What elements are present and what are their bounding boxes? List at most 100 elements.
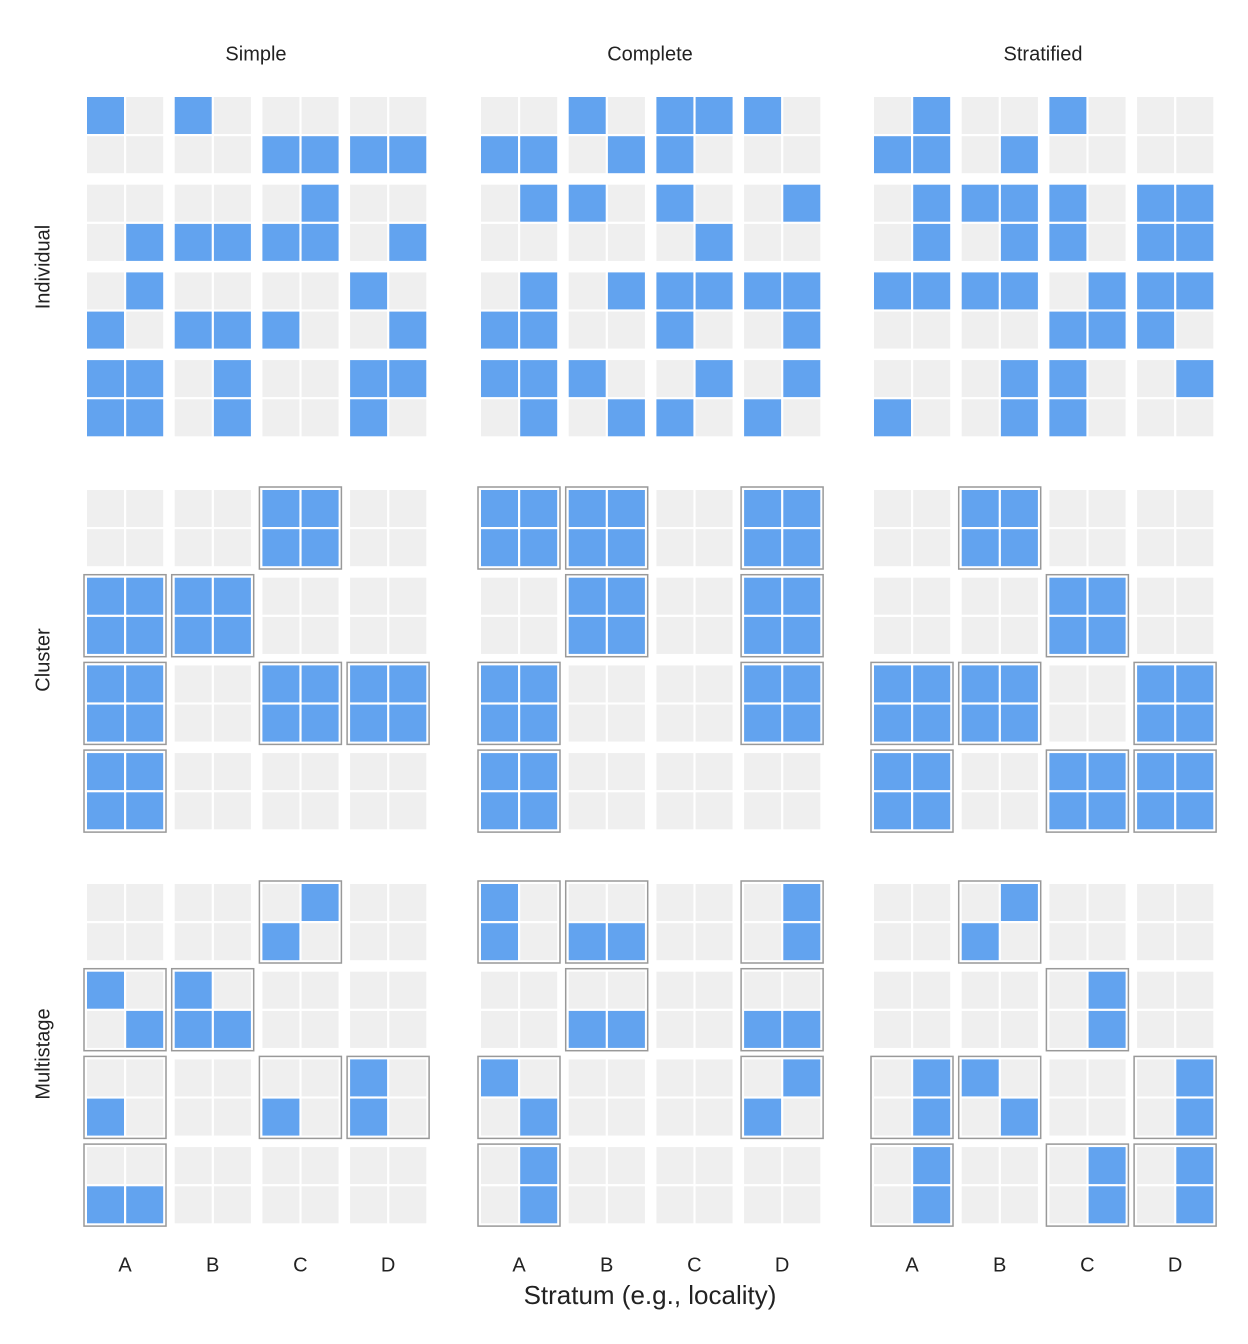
unselected-cell: [744, 223, 782, 261]
selected-cell: [913, 704, 951, 742]
unselected-cell: [481, 971, 518, 1009]
unselected-cell: [481, 184, 518, 222]
unselected-cell: [874, 223, 911, 261]
selected-cell: [1049, 184, 1087, 222]
unselected-cell: [783, 223, 821, 261]
unselected-cell: [520, 971, 558, 1009]
column-header: Complete: [607, 43, 693, 65]
selected-cell: [481, 529, 518, 567]
column-header: Simple: [225, 43, 286, 65]
unselected-cell: [389, 884, 427, 921]
unselected-cell: [350, 616, 388, 654]
unselected-cell: [520, 223, 558, 261]
unselected-cell: [1176, 311, 1214, 349]
selected-cell: [1137, 665, 1175, 703]
selected-cell: [213, 223, 251, 261]
unselected-cell: [389, 490, 427, 527]
unselected-cell: [174, 792, 212, 830]
selected-cell: [262, 665, 300, 703]
selected-cell: [350, 272, 388, 310]
unselected-cell: [874, 616, 911, 654]
unselected-cell: [389, 792, 427, 830]
unselected-cell: [174, 360, 212, 398]
selected-cell: [520, 490, 558, 527]
unselected-cell: [695, 971, 733, 1009]
selected-cell: [607, 529, 645, 567]
unselected-cell: [695, 665, 733, 703]
unselected-cell: [568, 971, 606, 1009]
unselected-cell: [744, 1147, 782, 1185]
unselected-cell: [656, 223, 694, 261]
unselected-cell: [213, 792, 251, 830]
unselected-cell: [350, 884, 388, 921]
selected-cell: [126, 792, 164, 830]
selected-cell: [1088, 1186, 1126, 1224]
unselected-cell: [126, 184, 164, 222]
unselected-cell: [301, 753, 339, 791]
selected-cell: [744, 529, 782, 567]
unselected-cell: [1049, 1186, 1087, 1224]
unselected-cell: [389, 753, 427, 791]
selected-cell: [520, 1186, 558, 1224]
selected-cell: [520, 360, 558, 398]
unselected-cell: [913, 1010, 951, 1048]
selected-cell: [568, 1010, 606, 1048]
selected-cell: [656, 136, 694, 174]
unselected-cell: [695, 529, 733, 567]
selected-cell: [961, 529, 999, 567]
selected-cell: [783, 529, 821, 567]
selected-cell: [1137, 753, 1175, 791]
unselected-cell: [913, 360, 951, 398]
selected-cell: [744, 272, 782, 310]
selected-cell: [213, 311, 251, 349]
selected-cell: [301, 529, 339, 567]
selected-cell: [695, 272, 733, 310]
unselected-cell: [744, 792, 782, 830]
unselected-cell: [1000, 616, 1038, 654]
unselected-cell: [568, 399, 606, 437]
selected-cell: [87, 1098, 124, 1136]
unselected-cell: [1137, 1098, 1175, 1136]
selected-cell: [87, 616, 124, 654]
unselected-cell: [568, 704, 606, 742]
unselected-cell: [656, 792, 694, 830]
selected-cell: [656, 272, 694, 310]
unselected-cell: [656, 665, 694, 703]
selected-cell: [874, 753, 911, 791]
selected-cell: [961, 184, 999, 222]
selected-cell: [1088, 753, 1126, 791]
selected-cell: [262, 136, 300, 174]
unselected-cell: [744, 753, 782, 791]
unselected-cell: [607, 753, 645, 791]
selected-cell: [262, 1098, 300, 1136]
unselected-cell: [262, 272, 300, 310]
unselected-cell: [568, 753, 606, 791]
unselected-cell: [126, 1147, 164, 1185]
unselected-cell: [656, 616, 694, 654]
selected-cell: [174, 1010, 212, 1048]
unselected-cell: [262, 97, 300, 134]
unselected-cell: [301, 1010, 339, 1048]
unselected-cell: [607, 97, 645, 134]
unselected-cell: [874, 1147, 911, 1185]
unselected-cell: [913, 529, 951, 567]
unselected-cell: [1137, 1186, 1175, 1224]
selected-cell: [961, 704, 999, 742]
unselected-cell: [1000, 1186, 1038, 1224]
selected-cell: [520, 184, 558, 222]
unselected-cell: [607, 704, 645, 742]
selected-cell: [87, 399, 124, 437]
selected-cell: [87, 753, 124, 791]
unselected-cell: [744, 1186, 782, 1224]
unselected-cell: [1176, 577, 1214, 615]
unselected-cell: [174, 1186, 212, 1224]
x-tick-label: D: [775, 1254, 789, 1276]
unselected-cell: [213, 490, 251, 527]
selected-cell: [1049, 753, 1087, 791]
unselected-cell: [87, 1010, 124, 1048]
unselected-cell: [126, 884, 164, 921]
unselected-cell: [174, 704, 212, 742]
selected-cell: [1176, 1098, 1214, 1136]
selected-cell: [301, 884, 339, 921]
selected-cell: [607, 616, 645, 654]
